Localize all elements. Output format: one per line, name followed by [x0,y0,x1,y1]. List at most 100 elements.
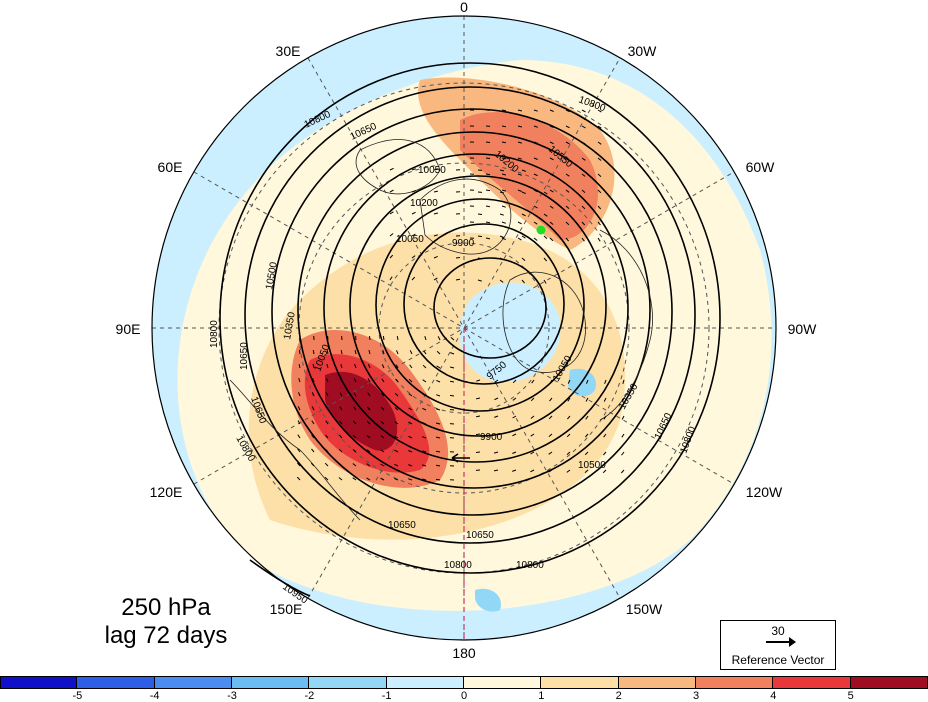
wind-vector [476,415,481,418]
wind-vector [422,422,427,425]
wind-vector [565,189,570,193]
wind-vector [602,469,607,474]
wind-vector [565,157,570,161]
wind-vector [517,141,522,144]
wind-vector [521,213,526,217]
colorbar-tick-label: 3 [692,690,700,702]
wind-vector [339,392,343,397]
wind-vector [297,434,301,439]
wind-vector [436,379,441,383]
lon-label-30w: 30W [628,43,658,59]
contour-label: 10050 [396,234,424,245]
wind-vector [298,349,301,355]
wind-vector [410,335,413,341]
wind-vector [549,221,554,225]
wind-vector [521,257,526,261]
wind-vector [352,477,357,481]
wind-vector [380,463,385,467]
wind-vector [366,477,371,481]
wind-vector [517,173,522,176]
wind-vector [543,257,547,262]
wind-vector [422,436,427,439]
wind-vector [548,415,553,420]
wind-vector [585,415,589,420]
wind-vector [338,434,343,439]
wind-vector [435,436,441,439]
wind-vector [340,349,343,355]
wind-vector [543,235,548,239]
wind-vector [421,478,427,481]
wind-vector [501,109,506,112]
wind-vector [499,213,504,216]
wind-vector [450,337,455,341]
wind-vector [549,397,553,402]
wind-vector [354,364,357,369]
colorbar-segment [386,676,464,689]
wind-vector [436,365,441,369]
wind-vector [433,255,438,259]
wind-vector [565,221,570,226]
contour-label: 9900 [452,238,475,249]
wind-vector [367,378,371,383]
wind-vector [311,434,315,439]
wind-vector [501,157,507,160]
wind-vector [325,406,329,411]
wind-vector [567,415,571,420]
wind-vector [565,173,570,177]
wind-vector [566,451,571,455]
wind-vector [409,350,413,355]
wind-vector [297,406,301,411]
wind-vector [310,462,315,467]
wind-vector [340,364,343,369]
colorbar-segment [541,676,619,689]
wind-vector [517,189,522,192]
wind-vector [567,397,571,402]
wind-vector [475,397,481,400]
wind-vector [549,237,554,242]
wind-vector [597,125,602,129]
wind-vector [389,276,393,281]
wind-vector [533,173,538,177]
wind-vector [530,415,535,419]
wind-vector [352,434,357,439]
colorbar-tick-label: 1 [538,690,545,702]
wind-vector [389,211,394,215]
wind-vector [324,448,329,453]
wind-vector [433,168,438,171]
wind-vector [622,379,625,384]
wind-vector [353,378,357,383]
wind-vector [435,450,441,453]
wind-vector [408,435,413,439]
wind-vector [311,448,315,453]
wind-vector [597,189,602,194]
wind-vector [533,157,538,160]
wind-vector [565,141,570,145]
wind-vector [581,141,586,145]
wind-vector [433,190,439,193]
colorbar-tick-label: -4 [149,690,160,702]
wind-vector [517,109,523,112]
wind-vector [566,469,571,473]
wind-vector [368,349,371,355]
wind-vector [325,434,329,439]
wind-vector [581,237,585,242]
reference-arrow-icon [766,637,796,647]
wind-vector [533,189,538,193]
wind-vector [394,477,399,481]
wind-vector [325,392,329,397]
wind-vector [411,233,416,237]
contour-label: 10650 [239,342,250,370]
wind-vector [326,378,329,383]
wind-vector [530,451,535,455]
lon-label-120w: 120W [746,484,783,500]
wind-vector [565,237,569,242]
wind-vector [581,205,586,210]
wind-vector [477,257,483,260]
wind-vector [389,254,394,259]
wind-vector [581,125,586,129]
wind-vector [581,173,586,177]
wind-vector [581,157,586,161]
wind-vector [366,420,371,425]
wind-vector [565,125,570,129]
wind-vector [353,406,357,411]
